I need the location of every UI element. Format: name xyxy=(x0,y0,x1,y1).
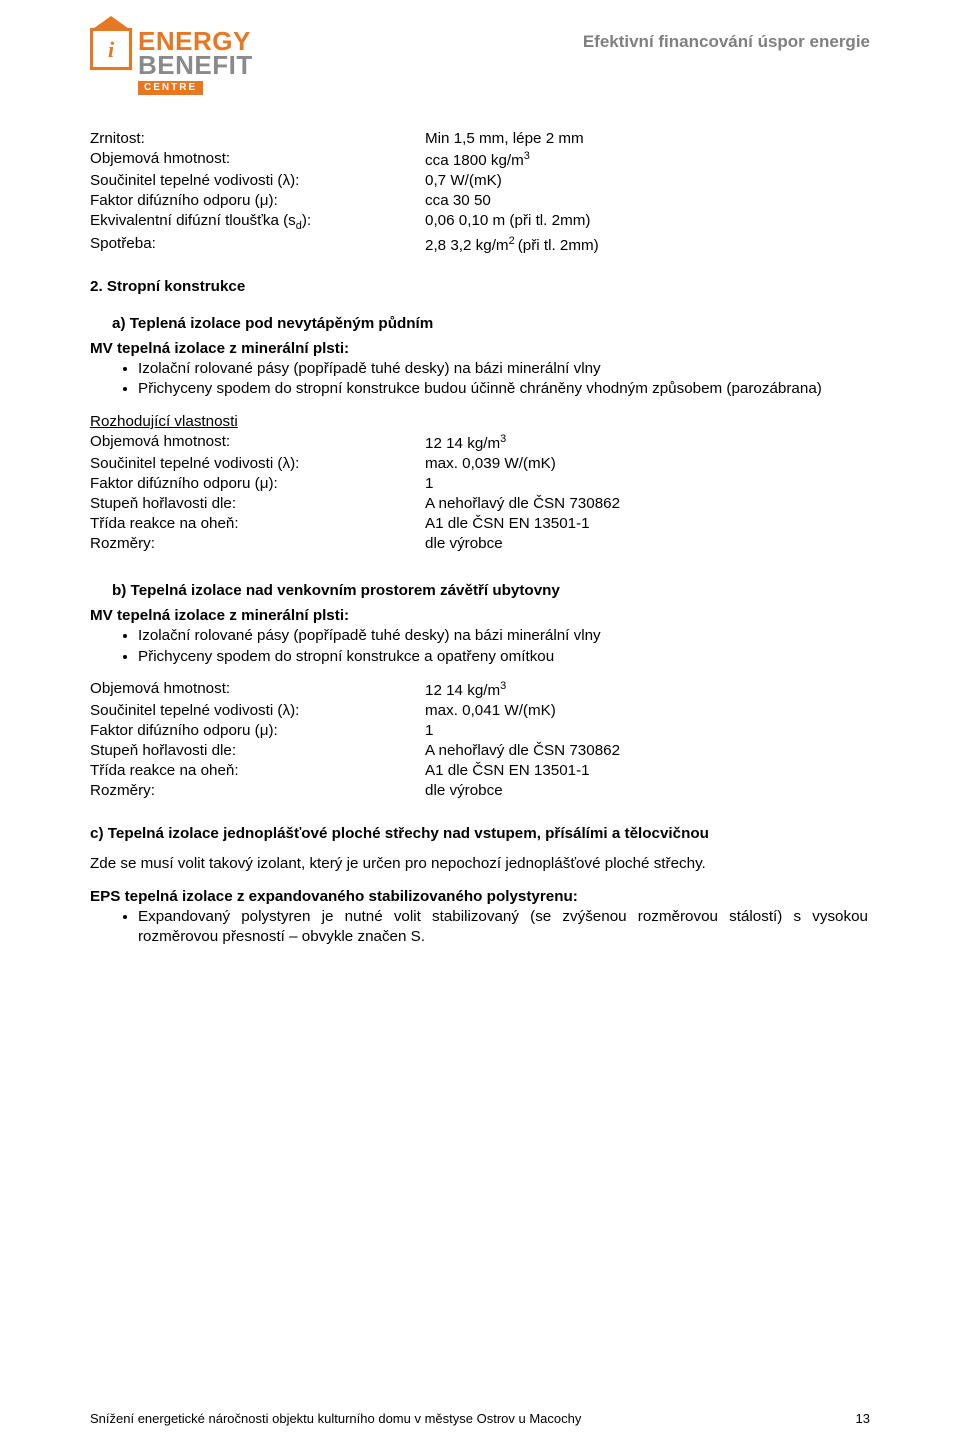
kv-label: Faktor difúzního odporu (μ): xyxy=(90,474,425,494)
kv-row: Objemová hmotnost:cca 1800 kg/m3 xyxy=(90,149,870,171)
kv-row: Rozměry:dle výrobce xyxy=(90,781,870,801)
list-item: Expandovaný polystyren je nutné volit st… xyxy=(138,907,870,947)
kv-value: Min 1,5 mm, lépe 2 mm xyxy=(425,129,870,149)
kv-value: cca 1800 kg/m3 xyxy=(425,149,870,171)
logo: i ENERGY BENEFIT CENTRE xyxy=(90,28,253,95)
kv-row: Spotřeba:2,8 3,2 kg/m2 (při tl. 2mm) xyxy=(90,234,870,256)
kv-value: max. 0,039 W/(mK) xyxy=(425,454,870,474)
kv-label: Objemová hmotnost: xyxy=(90,149,425,171)
kv-value: cca 30 50 xyxy=(425,191,870,211)
properties-table-1: Zrnitost:Min 1,5 mm, lépe 2 mmObjemová h… xyxy=(90,129,870,256)
kv-value: A nehořlavý dle ČSN 730862 xyxy=(425,494,870,514)
kv-row: Objemová hmotnost:12 14 kg/m3 xyxy=(90,679,870,701)
kv-label: Faktor difúzního odporu (μ): xyxy=(90,191,425,211)
kv-row: Součinitel tepelné vodivosti (λ):max. 0,… xyxy=(90,701,870,721)
subsection-a-title: a) Teplená izolace pod nevytápěným půdní… xyxy=(90,315,870,332)
kv-value: A1 dle ČSN EN 13501-1 xyxy=(425,514,870,534)
kv-label: Součinitel tepelné vodivosti (λ): xyxy=(90,454,425,474)
list-item: Přichyceny spodem do stropní konstrukce … xyxy=(138,647,870,667)
logo-text: ENERGY BENEFIT CENTRE xyxy=(138,28,253,95)
kv-row: Faktor difúzního odporu (μ):cca 30 50 xyxy=(90,191,870,211)
kv-row: Faktor difúzního odporu (μ):1 xyxy=(90,474,870,494)
kv-label: Rozměry: xyxy=(90,534,425,554)
footer-page-number: 13 xyxy=(856,1411,870,1426)
kv-label: Třída reakce na oheň: xyxy=(90,761,425,781)
kv-row: Zrnitost:Min 1,5 mm, lépe 2 mm xyxy=(90,129,870,149)
kv-value: 1 xyxy=(425,721,870,741)
kv-row: Třída reakce na oheň:A1 dle ČSN EN 13501… xyxy=(90,514,870,534)
subsection-c-title: c) Tepelná izolace jednoplášťové ploché … xyxy=(90,825,870,842)
bullets-c: Expandovaný polystyren je nutné volit st… xyxy=(90,907,870,947)
kv-label: Ekvivalentní difúzní tloušťka (sd): xyxy=(90,211,425,233)
kv-label: Faktor difúzního odporu (μ): xyxy=(90,721,425,741)
kv-row: Objemová hmotnost:12 14 kg/m3 xyxy=(90,432,870,454)
properties-table-a: Objemová hmotnost:12 14 kg/m3Součinitel … xyxy=(90,432,870,554)
kv-label: Stupeň hořlavosti dle: xyxy=(90,741,425,761)
kv-value: A nehořlavý dle ČSN 730862 xyxy=(425,741,870,761)
kv-row: Stupeň hořlavosti dle:A nehořlavý dle ČS… xyxy=(90,741,870,761)
list-item: Izolační rolované pásy (popřípadě tuhé d… xyxy=(138,359,870,379)
kv-row: Stupeň hořlavosti dle:A nehořlavý dle ČS… xyxy=(90,494,870,514)
kv-value: 1 xyxy=(425,474,870,494)
kv-label: Třída reakce na oheň: xyxy=(90,514,425,534)
kv-row: Součinitel tepelné vodivosti (λ):0,7 W/(… xyxy=(90,171,870,191)
header-right-text: Efektivní financování úspor energie xyxy=(583,28,870,52)
kv-row: Součinitel tepelné vodivosti (λ):max. 0,… xyxy=(90,454,870,474)
kv-value: 12 14 kg/m3 xyxy=(425,432,870,454)
kv-label: Součinitel tepelné vodivosti (λ): xyxy=(90,171,425,191)
section-2-title: 2. Stropní konstrukce xyxy=(90,278,870,295)
kv-label: Spotřeba: xyxy=(90,234,425,256)
mv-title-a: MV tepelná izolace z minerální plsti: xyxy=(90,340,870,357)
kv-row: Faktor difúzního odporu (μ):1 xyxy=(90,721,870,741)
kv-row: Rozměry:dle výrobce xyxy=(90,534,870,554)
kv-row: Ekvivalentní difúzní tloušťka (sd):0,06 … xyxy=(90,211,870,233)
list-item: Izolační rolované pásy (popřípadě tuhé d… xyxy=(138,626,870,646)
kv-label: Objemová hmotnost: xyxy=(90,679,425,701)
kv-row: Třída reakce na oheň:A1 dle ČSN EN 13501… xyxy=(90,761,870,781)
kv-value: 2,8 3,2 kg/m2 (při tl. 2mm) xyxy=(425,234,870,256)
logo-line3: CENTRE xyxy=(138,81,203,95)
kv-label: Rozměry: xyxy=(90,781,425,801)
kv-value: 0,7 W/(mK) xyxy=(425,171,870,191)
kv-value: max. 0,041 W/(mK) xyxy=(425,701,870,721)
mv-title-b: MV tepelná izolace z minerální plsti: xyxy=(90,607,870,624)
bullets-b: Izolační rolované pásy (popřípadě tuhé d… xyxy=(90,626,870,666)
kv-label: Objemová hmotnost: xyxy=(90,432,425,454)
kv-value: dle výrobce xyxy=(425,534,870,554)
kv-value: 0,06 0,10 m (při tl. 2mm) xyxy=(425,211,870,233)
list-item: Přichyceny spodem do stropní konstrukce … xyxy=(138,379,870,399)
kv-label: Stupeň hořlavosti dle: xyxy=(90,494,425,514)
kv-label: Zrnitost: xyxy=(90,129,425,149)
bullets-a: Izolační rolované pásy (popřípadě tuhé d… xyxy=(90,359,870,399)
kv-label: Součinitel tepelné vodivosti (λ): xyxy=(90,701,425,721)
subsection-b-title: b) Tepelná izolace nad venkovním prostor… xyxy=(90,582,870,599)
kv-value: dle výrobce xyxy=(425,781,870,801)
properties-table-b: Objemová hmotnost:12 14 kg/m3Součinitel … xyxy=(90,679,870,801)
page-header: i ENERGY BENEFIT CENTRE Efektivní financ… xyxy=(90,28,870,95)
footer-left: Snížení energetické náročnosti objektu k… xyxy=(90,1411,581,1426)
eps-title: EPS tepelná izolace z expandovaného stab… xyxy=(90,888,870,905)
logo-line2: BENEFIT xyxy=(138,52,253,78)
props-heading-a: Rozhodující vlastnosti xyxy=(90,413,870,430)
paragraph-c: Zde se musí volit takový izolant, který … xyxy=(90,854,870,874)
logo-house-letter: i xyxy=(108,37,114,63)
logo-house-icon: i xyxy=(90,28,132,70)
document-page: i ENERGY BENEFIT CENTRE Efektivní financ… xyxy=(0,0,960,1452)
kv-value: 12 14 kg/m3 xyxy=(425,679,870,701)
kv-value: A1 dle ČSN EN 13501-1 xyxy=(425,761,870,781)
page-footer: Snížení energetické náročnosti objektu k… xyxy=(90,1411,870,1426)
